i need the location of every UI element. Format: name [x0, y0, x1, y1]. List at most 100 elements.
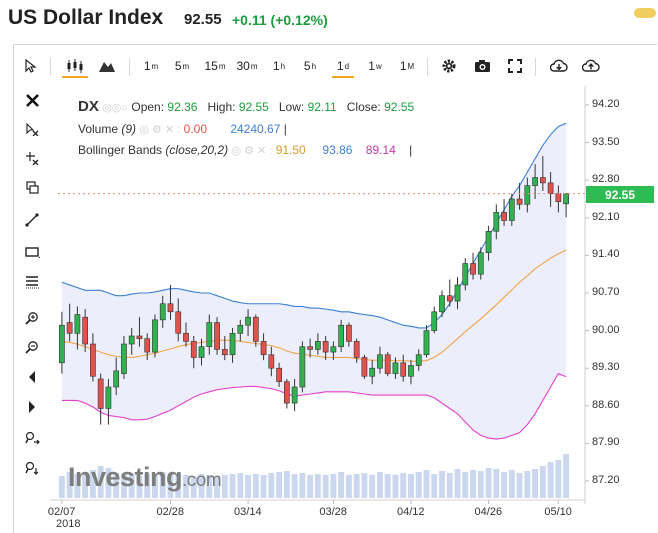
- toolbar-separator: [427, 58, 428, 76]
- candle-body: [485, 230, 492, 254]
- zoom-out-icon[interactable]: [22, 337, 42, 357]
- volume-bar: [353, 474, 360, 498]
- candle-body: [237, 324, 244, 334]
- x-tick-label: 04/12: [396, 506, 425, 518]
- interval-30m-button[interactable]: 30 m: [234, 52, 260, 80]
- volume-bar: [307, 475, 314, 498]
- interval-15m-button[interactable]: 15 m: [202, 52, 228, 80]
- eye-icon[interactable]: ◎◎○: [102, 102, 129, 114]
- area-type-icon[interactable]: [96, 52, 118, 80]
- candle-body: [82, 316, 89, 345]
- trend-line-icon[interactable]: [22, 210, 42, 230]
- bb-upper-value: 93.86: [322, 143, 353, 157]
- candle-body: [206, 322, 213, 348]
- volume-bar: [446, 473, 453, 498]
- copy-icon[interactable]: [22, 177, 42, 197]
- x-tick-label: 05/10: [544, 506, 572, 518]
- volume-bar: [82, 475, 89, 498]
- toolbar-separator: [129, 58, 130, 76]
- gear-icon[interactable]: [438, 52, 460, 80]
- indicator-controls-icon[interactable]: ◎ ⚙ ✕ :: [231, 145, 273, 157]
- pan-right-icon[interactable]: [22, 428, 42, 448]
- pan-down-icon[interactable]: [22, 458, 42, 478]
- candle-body: [90, 343, 96, 377]
- status-pill-icon[interactable]: [634, 8, 656, 18]
- candle-body: [221, 349, 228, 356]
- year-label: 2018: [56, 518, 81, 530]
- volume-bar: [299, 473, 306, 498]
- candle-body: [555, 193, 562, 202]
- candle-body: [431, 311, 438, 331]
- candle-body: [260, 341, 267, 356]
- active-interval-indicator: [332, 76, 354, 78]
- volume-bar: [555, 460, 562, 498]
- volume-bar: [105, 468, 112, 498]
- volume-bar: [439, 471, 445, 498]
- high-label: High:: [207, 100, 236, 114]
- candle-body: [462, 263, 469, 286]
- x-tick-label: 03/28: [319, 506, 347, 518]
- low-label: Low:: [278, 100, 305, 114]
- interval-unit: h: [311, 61, 317, 71]
- symbol-label: DX: [78, 98, 99, 115]
- scroll-right-icon[interactable]: [22, 397, 42, 417]
- open-value: 92.36: [167, 100, 198, 114]
- y-tick-label: 92.10: [592, 210, 620, 223]
- volume-bar: [128, 474, 135, 498]
- candle-body: [454, 284, 461, 302]
- volume-bar: [58, 476, 65, 498]
- volume-bar: [508, 470, 515, 498]
- interval-label: 1: [399, 59, 407, 73]
- candle-body: [338, 324, 345, 348]
- bb-mid-value: 91.50: [275, 143, 306, 157]
- volume-bar: [237, 473, 244, 498]
- rectangle-tool-icon[interactable]: [22, 242, 42, 262]
- volume-bar: [493, 469, 500, 498]
- candle-body: [524, 185, 531, 205]
- volume-layer: [58, 454, 570, 498]
- camera-icon[interactable]: [471, 52, 493, 80]
- scroll-left-icon[interactable]: [22, 367, 42, 387]
- volume-bar: [190, 476, 197, 498]
- close-icon[interactable]: [22, 90, 42, 110]
- y-tick-label: 94.20: [592, 98, 620, 110]
- y-tick-label: 89.30: [592, 361, 620, 374]
- interval-unit: h: [280, 61, 286, 71]
- logo-text: Investing: [68, 462, 183, 492]
- candle-body: [532, 177, 538, 186]
- cloud-upload-icon[interactable]: [580, 52, 602, 80]
- indicator-controls-icon[interactable]: ◎ ⚙ ✕ :: [139, 124, 181, 136]
- volume-bar: [516, 473, 523, 498]
- crosshair-cursor-icon[interactable]: [22, 148, 42, 168]
- cursor-icon[interactable]: [20, 52, 42, 80]
- candle-body: [159, 303, 166, 321]
- cloud-download-icon[interactable]: [548, 52, 570, 80]
- candle-body: [268, 354, 275, 369]
- candle-body: [128, 335, 135, 345]
- candle-body: [299, 346, 306, 388]
- candlestick-type-icon[interactable]: [62, 52, 88, 80]
- zoom-in-icon[interactable]: [22, 308, 42, 328]
- delete-drawing-icon[interactable]: [22, 119, 42, 139]
- fullscreen-icon[interactable]: [504, 52, 526, 80]
- y-tick-label: 87.20: [592, 474, 620, 486]
- bollinger-param: (close,20,2): [165, 143, 229, 157]
- fibonacci-tool-icon[interactable]: [22, 272, 42, 292]
- candle-body: [152, 319, 158, 353]
- investing-logo: Investing.com: [68, 462, 222, 493]
- volume-bar: [276, 472, 283, 498]
- candle-body: [315, 341, 321, 350]
- candle-body: [408, 365, 414, 377]
- candle-body: [439, 295, 445, 313]
- volume-bar: [408, 474, 414, 498]
- volume-bar: [532, 469, 539, 498]
- volume-bar: [159, 472, 166, 498]
